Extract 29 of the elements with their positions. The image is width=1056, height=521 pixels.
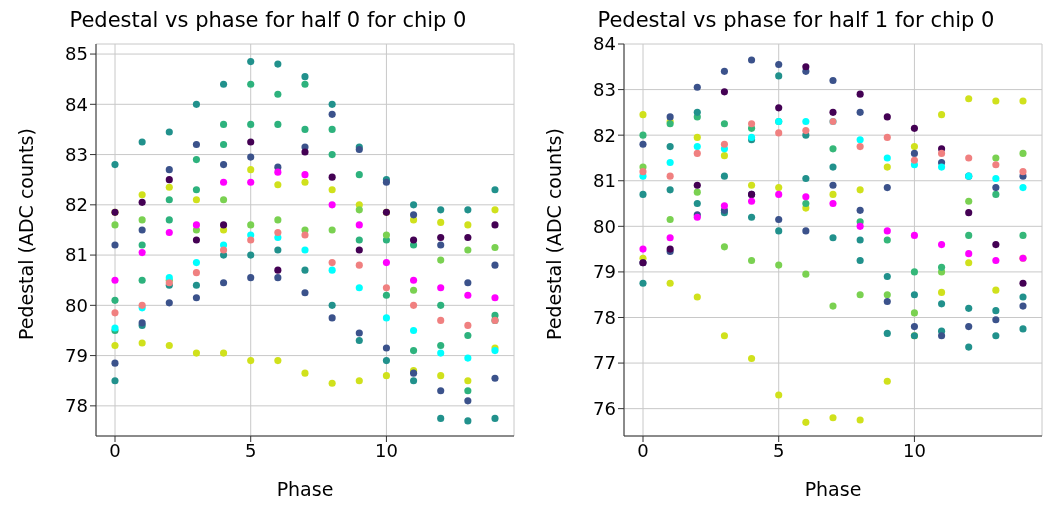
x-tick-label: 5	[772, 439, 785, 461]
y-tick-label: 81	[593, 170, 616, 192]
y-tick-label: 81	[65, 244, 88, 266]
y-tick-label: 78	[65, 395, 88, 417]
y-tick-label: 76	[593, 398, 616, 420]
x-tick-label: 5	[244, 439, 257, 461]
chart-title: Pedestal vs phase for half 1 for chip 0	[596, 8, 996, 32]
x-tick-label: 10	[902, 439, 926, 461]
y-tick-label: 84	[65, 93, 88, 115]
y-tick-label: 83	[65, 143, 88, 165]
y-tick-label: 79	[65, 344, 88, 366]
chart-title: Pedestal vs phase for half 0 for chip 0	[68, 8, 468, 32]
y-tick-label: 82	[593, 124, 616, 146]
y-tick-label: 80	[65, 294, 88, 316]
y-tick-label: 85	[65, 43, 88, 65]
x-tick-label: 0	[109, 439, 121, 461]
x-axis-title: Phase	[276, 478, 334, 500]
y-tick-label: 83	[593, 78, 616, 100]
y-tick-label: 78	[593, 306, 616, 328]
x-tick-label: 10	[374, 439, 398, 461]
y-tick-label: 84	[593, 33, 616, 55]
y-axis-title: Pedestal (ADC counts)	[542, 128, 565, 340]
y-tick-label: 79	[593, 261, 616, 283]
y-tick-label: 80	[593, 215, 616, 237]
y-tick-label: 77	[593, 352, 616, 374]
x-axis-title: Phase	[804, 478, 862, 500]
y-axis-title: Pedestal (ADC counts)	[14, 128, 37, 340]
x-tick-label: 0	[637, 439, 649, 461]
y-tick-label: 82	[65, 194, 88, 216]
